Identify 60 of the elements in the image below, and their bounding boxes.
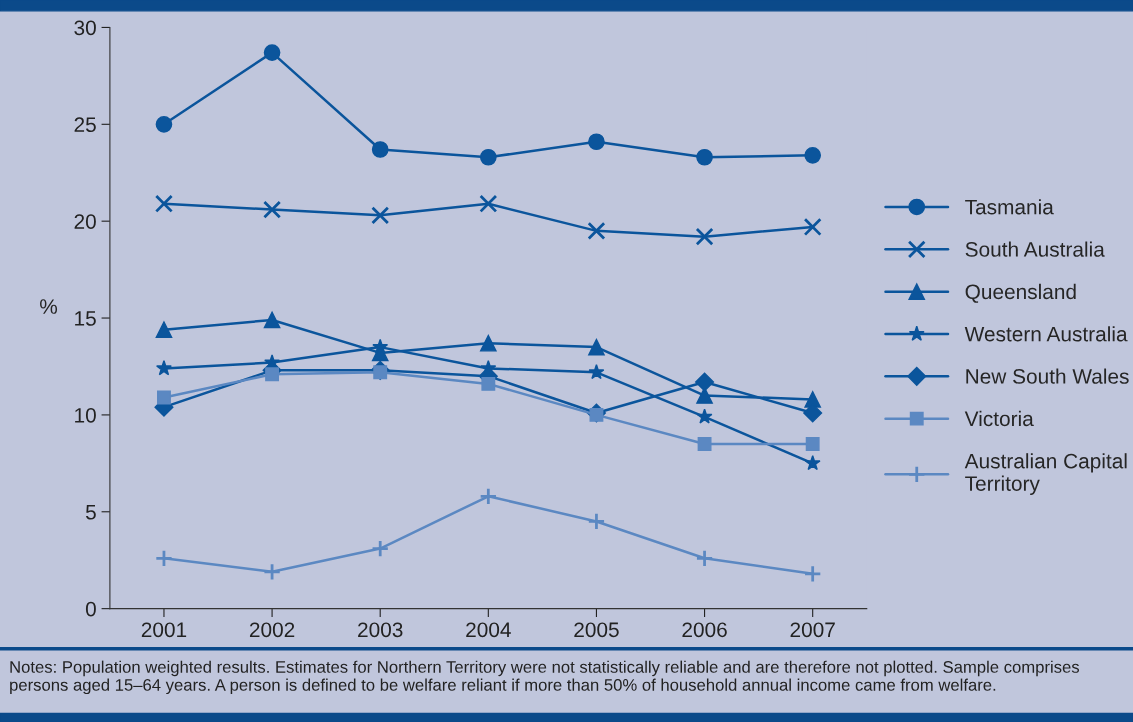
x-tick-label: 2004 bbox=[466, 622, 511, 638]
point bbox=[371, 539, 390, 558]
point bbox=[263, 311, 281, 329]
point bbox=[696, 387, 713, 404]
point bbox=[588, 133, 605, 151]
text: Notes: Population weighted results. Estimates for Northern Territory were not statistically reliable and are therefore not plotted. Sample comprises persons aged 15–64 years. A person is defined to be welfare reliant if more than 50% of household annual income came from welfare. bbox=[10, 660, 1080, 695]
y-tick-label: 25 bbox=[74, 117, 96, 133]
point bbox=[479, 194, 498, 213]
point bbox=[803, 564, 822, 583]
point bbox=[157, 390, 171, 405]
x-tick-label: 2003 bbox=[358, 622, 403, 638]
point bbox=[695, 549, 714, 568]
x-tick-label: 2002 bbox=[249, 622, 295, 638]
point bbox=[695, 227, 714, 246]
point bbox=[479, 148, 497, 166]
x-tick-label: 2006 bbox=[682, 622, 727, 638]
legend-label: New South Wales bbox=[966, 368, 1129, 384]
point bbox=[156, 360, 172, 376]
legend-label: Western Australia bbox=[964, 326, 1128, 342]
legend-label: Tasmania bbox=[965, 199, 1054, 215]
point bbox=[695, 372, 715, 392]
point bbox=[804, 146, 822, 164]
legend-label: Australian Capital Territory bbox=[964, 453, 1127, 496]
point bbox=[697, 437, 712, 451]
point bbox=[587, 221, 606, 240]
point bbox=[154, 549, 173, 568]
point bbox=[803, 217, 822, 237]
x-tick-label: 2007 bbox=[790, 622, 835, 638]
y-tick-label: 10 bbox=[75, 407, 96, 423]
y-tick-label: 20 bbox=[74, 214, 96, 229]
y-tick-label: 0 bbox=[85, 601, 96, 617]
x-tick-label: 2001 bbox=[141, 622, 187, 638]
point bbox=[804, 455, 821, 471]
point bbox=[263, 562, 282, 581]
point bbox=[479, 487, 498, 506]
point bbox=[263, 200, 282, 219]
point bbox=[696, 408, 713, 424]
point bbox=[265, 367, 280, 382]
point bbox=[371, 206, 390, 225]
point bbox=[481, 376, 496, 391]
point bbox=[371, 141, 389, 158]
point bbox=[588, 338, 605, 356]
point bbox=[696, 148, 713, 166]
point bbox=[479, 334, 497, 352]
point bbox=[155, 115, 173, 133]
point bbox=[155, 321, 173, 338]
legend-label: South Australia bbox=[965, 241, 1105, 257]
y-tick-label: 30 bbox=[74, 20, 96, 36]
point bbox=[588, 363, 605, 380]
y-tick-label: 15 bbox=[75, 311, 96, 326]
point bbox=[372, 338, 389, 354]
legend-label: Victoria bbox=[964, 410, 1034, 427]
y-axis-title: % bbox=[40, 299, 58, 314]
point bbox=[587, 512, 606, 531]
point bbox=[263, 44, 281, 61]
legend-label: Queensland bbox=[965, 283, 1076, 303]
y-tick-label: 5 bbox=[85, 504, 96, 520]
point bbox=[154, 194, 173, 213]
x-tick-label: 2005 bbox=[574, 622, 619, 638]
point bbox=[805, 437, 820, 451]
